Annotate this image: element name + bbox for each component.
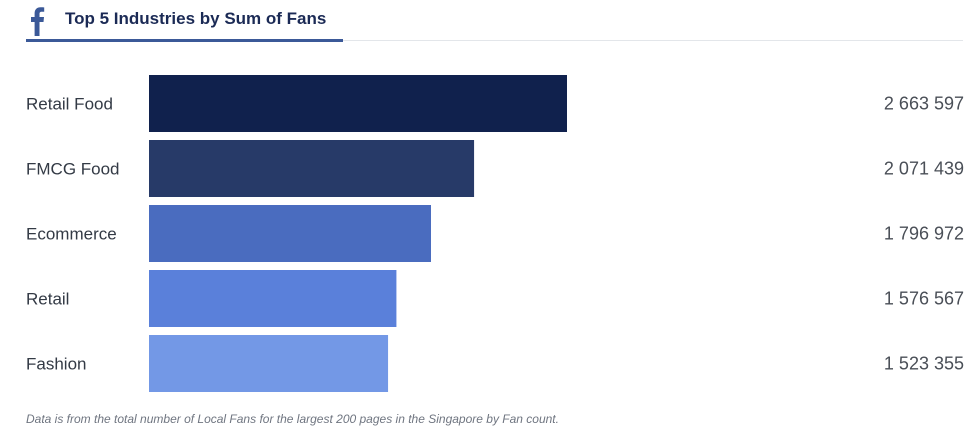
facebook-icon [31,7,45,36]
chart-header: Top 5 Industries by Sum of Fans [26,0,963,42]
bar [149,75,567,132]
value-label: 1 523 355 [884,354,964,374]
category-label: Retail [26,290,69,309]
bar [149,140,475,197]
chart-title: Top 5 Industries by Sum of Fans [65,9,327,28]
bar [149,335,389,392]
category-label: Retail Food [26,95,113,114]
category-label: Fashion [26,355,86,374]
bar [149,270,397,327]
header-accent-bar [26,39,343,42]
value-label: 1 576 567 [884,289,964,309]
value-label: 2 663 597 [884,94,964,114]
value-label: 2 071 439 [884,159,964,179]
value-label: 1 796 972 [884,224,964,244]
bar [149,205,431,262]
category-label: Ecommerce [26,225,117,244]
category-label: FMCG Food [26,160,120,179]
footnote: Data is from the total number of Local F… [26,412,559,426]
header-divider [26,40,963,41]
